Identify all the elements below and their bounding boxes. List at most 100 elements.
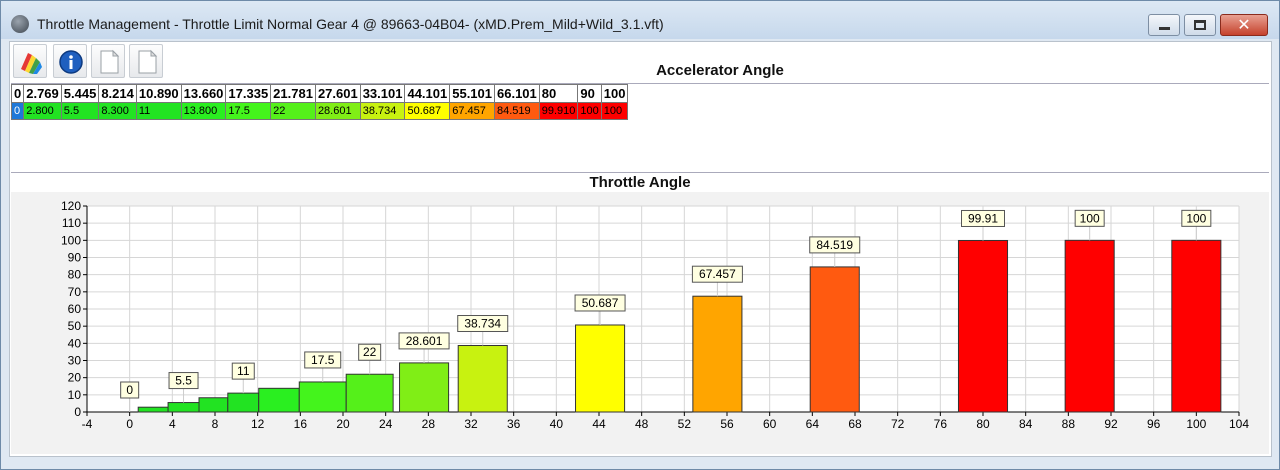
data-label-box: [1181, 209, 1212, 227]
data-label-box: [231, 362, 255, 380]
column-header: 17.335: [225, 84, 272, 103]
close-button[interactable]: ✕: [1220, 14, 1268, 36]
data-label-box: [457, 315, 509, 333]
data-label: 11: [237, 364, 250, 378]
y-tick-label: 0: [74, 405, 81, 419]
data-label: 84.519: [816, 238, 853, 252]
y-tick-label: 30: [68, 354, 82, 368]
column-header: 8.214: [98, 84, 137, 103]
maximize-icon: [1194, 20, 1206, 30]
x-tick-label: 92: [1104, 417, 1118, 431]
document-button-2[interactable]: [129, 44, 163, 78]
y-tick-label: 80: [68, 268, 82, 282]
table-cell[interactable]: 100: [600, 102, 629, 120]
table-cell[interactable]: 17.5: [225, 102, 272, 120]
data-label-box: [398, 332, 450, 350]
throttle-chart: -4 0 4 8 12 16 20 24 28 32 36 40 44 48 52 56 60 64 68 72 76 8…: [61, 199, 1249, 431]
info-button[interactable]: [53, 44, 87, 78]
x-tick-label: 32: [464, 417, 478, 431]
data-label-box: [574, 294, 626, 312]
data-label: 50.687: [582, 296, 619, 310]
y-tick-label: 50: [68, 319, 82, 333]
x-tick-label: 24: [379, 417, 393, 431]
data-label-box: [691, 265, 743, 283]
column-header: 80: [538, 84, 579, 103]
data-label: 17.5: [311, 353, 335, 367]
column-header: 55.101: [449, 84, 495, 103]
x-tick-label: 48: [635, 417, 649, 431]
data-label-box: [961, 209, 1005, 227]
document-icon: [138, 49, 158, 74]
data-label-box: [809, 236, 861, 254]
x-tick-label: 76: [934, 417, 948, 431]
column-header: 13.660: [180, 84, 227, 103]
y-tick-label: 90: [68, 251, 82, 265]
bar: [1171, 239, 1222, 413]
column-header: 66.101: [494, 84, 540, 103]
column-header: 33.101: [359, 84, 406, 103]
data-label-box: [168, 372, 199, 390]
bar: [345, 373, 394, 413]
data-label: 67.457: [699, 267, 736, 281]
table-cell[interactable]: 50.687: [404, 102, 451, 120]
document-button-1[interactable]: [91, 44, 125, 78]
y-tick-label: 60: [68, 302, 82, 316]
bar: [692, 295, 743, 413]
minimize-button[interactable]: [1148, 14, 1180, 36]
x-tick-label: 44: [592, 417, 606, 431]
bar: [167, 402, 200, 413]
x-tick-label: 96: [1147, 417, 1161, 431]
close-icon: ✕: [1237, 15, 1251, 34]
table-cell[interactable]: 0: [10, 102, 25, 120]
x-tick-label: 0: [126, 417, 133, 431]
maximize-button[interactable]: [1184, 14, 1216, 36]
table-cell[interactable]: 67.457: [449, 102, 495, 120]
y-tick-label: 100: [61, 233, 81, 247]
data-label-box: [120, 381, 140, 399]
column-header: 100: [600, 84, 629, 103]
title-bar[interactable]: Throttle Management - Throttle Limit Nor…: [1, 1, 1279, 39]
palette-icon: [21, 53, 42, 74]
table-cell[interactable]: 28.601: [314, 102, 361, 120]
table-cell[interactable]: 99.910: [538, 102, 579, 120]
data-label: 28.601: [406, 334, 443, 348]
document-icon: [100, 49, 120, 74]
x-tick-label: 20: [336, 417, 350, 431]
table-cell[interactable]: 2.800: [23, 102, 62, 120]
x-tick-label: 80: [976, 417, 990, 431]
table-cell[interactable]: 84.519: [494, 102, 540, 120]
bar: [1064, 239, 1115, 413]
x-tick-label: 36: [507, 417, 521, 431]
x-tick-label: 88: [1062, 417, 1076, 431]
info-icon: [59, 50, 83, 74]
table-cell[interactable]: 11: [135, 102, 182, 120]
y-tick-label: 120: [61, 199, 81, 213]
data-label-box: [304, 351, 342, 369]
x-tick-label: -4: [82, 417, 93, 431]
client-area: Accelerator Angle 0 2.769 5.445 8.214 10.890…: [9, 41, 1272, 457]
x-tick-label: 8: [212, 417, 219, 431]
column-header: 5.445: [60, 84, 100, 103]
window-title: Throttle Management - Throttle Limit Nor…: [37, 16, 664, 32]
color-scheme-button[interactable]: [13, 44, 47, 78]
column-header: 44.101: [404, 84, 451, 103]
table-cell[interactable]: 8.300: [98, 102, 137, 120]
table-cell[interactable]: 13.800: [180, 102, 227, 120]
data-label: 38.734: [464, 317, 501, 331]
bar: [198, 397, 229, 413]
x-tick-label: 52: [678, 417, 692, 431]
table-header-row: 0 2.769 5.445 8.214 10.890 13.660 17.335 21.781…: [10, 84, 629, 103]
bar: [957, 239, 1009, 413]
table-cell[interactable]: 38.734: [359, 102, 406, 120]
table-cell[interactable]: 22: [270, 102, 316, 120]
bar: [298, 381, 347, 413]
x-tick-label: 84: [1019, 417, 1033, 431]
x-tick-label: 16: [294, 417, 308, 431]
column-header: 10.890: [135, 84, 182, 103]
table-cell[interactable]: 5.5: [60, 102, 100, 120]
map-table-panel: 0 2.769 5.445 8.214 10.890 13.660 17.335 21.781…: [10, 83, 1269, 173]
table-cell[interactable]: 100: [577, 102, 602, 120]
x-tick-label: 12: [251, 417, 265, 431]
column-header: 21.781: [270, 84, 316, 103]
